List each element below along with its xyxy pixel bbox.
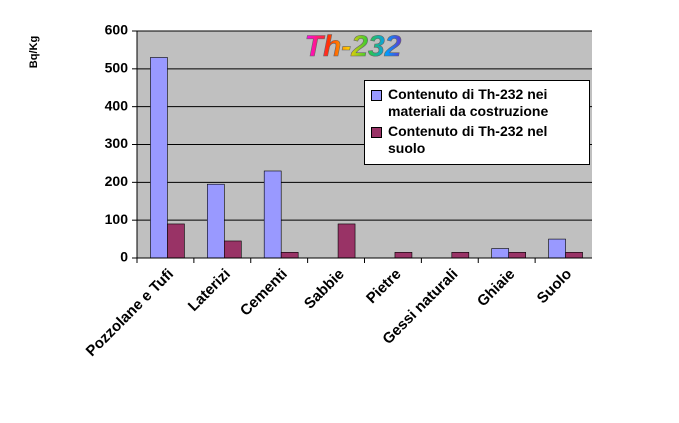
x-tick-label: Pozzolane e Tufi [83,266,177,360]
y-tick-label: 0 [120,249,128,265]
x-tick-label: Sabbie [301,266,348,313]
y-tick-label: 200 [105,173,129,189]
bar [548,238,566,259]
bar [263,170,282,259]
bar [150,57,168,259]
y-tick-label: 100 [105,211,129,227]
bar [167,223,185,259]
bar [565,252,583,259]
x-tick-label: Ghiaie [474,266,518,310]
x-tick-label: Suolo [534,266,575,307]
bar [207,183,225,259]
bar [224,240,242,259]
y-tick-label: 500 [105,60,129,76]
x-tick-label: Cementi [237,266,291,320]
chart-title: Th-232 [305,30,402,63]
bar [337,223,356,259]
legend-entry: Contenuto di Th-232 nei materiali da cos… [371,86,583,120]
legend: Contenuto di Th-232 nei materiali da cos… [364,80,590,165]
y-tick-label: 600 [105,22,129,38]
legend-entry: Contenuto di Th-232 nel suolo [371,123,583,157]
bar [394,252,413,259]
legend-label: Contenuto di Th-232 nel suolo [388,123,548,156]
legend-swatch [371,127,382,138]
bar [491,248,509,259]
x-tick-label: Laterizi [185,266,234,315]
bar [508,252,526,259]
legend-swatch [371,90,382,101]
bar [280,252,299,259]
y-axis-label: Bq/Kg [28,36,40,68]
legend-label: Contenuto di Th-232 nei materiali da cos… [388,86,549,119]
x-tick-label: Pietre [363,266,405,308]
y-tick-label: 300 [105,135,129,151]
y-tick-label: 400 [105,97,129,113]
bar [451,252,470,259]
